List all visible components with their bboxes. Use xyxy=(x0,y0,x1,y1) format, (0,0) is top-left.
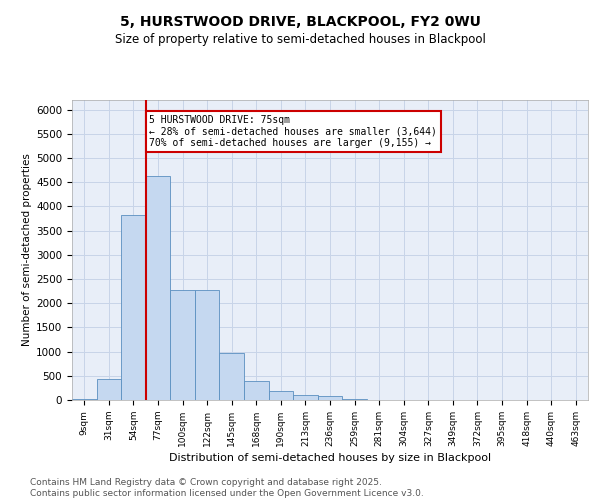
Text: Contains HM Land Registry data © Crown copyright and database right 2025.
Contai: Contains HM Land Registry data © Crown c… xyxy=(30,478,424,498)
Bar xyxy=(269,391,293,400)
Text: 5, HURSTWOOD DRIVE, BLACKPOOL, FY2 0WU: 5, HURSTWOOD DRIVE, BLACKPOOL, FY2 0WU xyxy=(119,15,481,29)
Text: 5 HURSTWOOD DRIVE: 75sqm
← 28% of semi-detached houses are smaller (3,644)
70% o: 5 HURSTWOOD DRIVE: 75sqm ← 28% of semi-d… xyxy=(149,114,437,148)
Bar xyxy=(195,290,220,400)
Bar xyxy=(146,176,170,400)
Bar xyxy=(342,399,367,400)
X-axis label: Distribution of semi-detached houses by size in Blackpool: Distribution of semi-detached houses by … xyxy=(169,453,491,463)
Bar xyxy=(170,290,195,400)
Y-axis label: Number of semi-detached properties: Number of semi-detached properties xyxy=(22,154,32,346)
Text: Size of property relative to semi-detached houses in Blackpool: Size of property relative to semi-detach… xyxy=(115,32,485,46)
Bar xyxy=(72,399,97,400)
Bar xyxy=(244,380,269,400)
Bar xyxy=(293,394,318,400)
Bar xyxy=(97,379,121,400)
Bar xyxy=(318,396,342,400)
Bar xyxy=(121,215,146,400)
Bar xyxy=(220,352,244,400)
